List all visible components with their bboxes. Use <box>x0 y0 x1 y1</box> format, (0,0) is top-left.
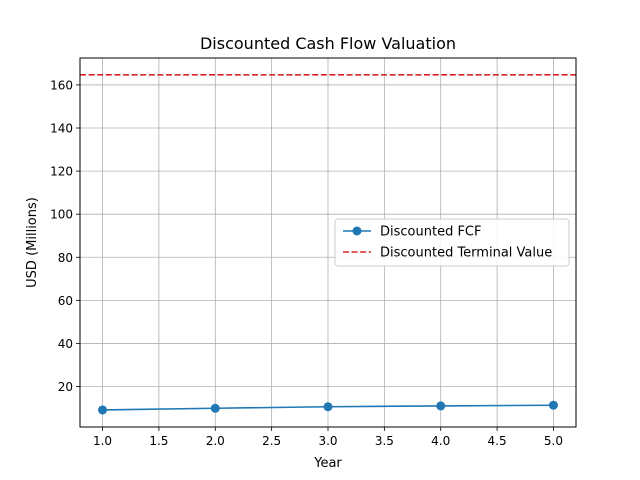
legend: Discounted FCF Discounted Terminal Value <box>334 218 570 267</box>
x-tick-label: 2.5 <box>262 434 281 448</box>
fcf-data-point <box>436 401 446 411</box>
legend-fcf-label: Discounted FCF <box>380 225 482 240</box>
y-tick-label: 40 <box>58 337 73 351</box>
y-tick-label: 160 <box>50 78 73 92</box>
x-tick-label: 3.0 <box>318 434 337 448</box>
y-tick-label: 60 <box>58 294 73 308</box>
y-tick-label: 80 <box>58 251 73 265</box>
y-tick-label: 140 <box>50 122 73 136</box>
x-tick-label: 1.5 <box>149 434 168 448</box>
legend-terminal-label: Discounted Terminal Value <box>380 246 552 261</box>
fcf-data-point <box>548 400 558 410</box>
chart-title: Discounted Cash Flow Valuation <box>200 34 456 53</box>
fcf-data-point <box>210 403 220 413</box>
x-tick-label: 4.0 <box>431 434 450 448</box>
y-tick-label: 20 <box>58 380 73 394</box>
x-axis: 1.0 1.5 2.0 2.5 3.0 3.5 4.0 4.5 5.0 <box>93 427 563 448</box>
fcf-data-point <box>323 402 333 412</box>
x-tick-label: 4.5 <box>488 434 507 448</box>
plot-area <box>80 74 576 415</box>
x-tick-label: 5.0 <box>544 434 563 448</box>
y-tick-label: 100 <box>50 208 73 222</box>
legend-box <box>334 218 570 267</box>
grid <box>80 58 576 427</box>
legend-fcf-marker <box>352 226 362 236</box>
y-axis: 20 40 60 80 100 120 140 160 <box>50 78 80 394</box>
x-tick-label: 3.5 <box>375 434 394 448</box>
x-axis-label: Year <box>313 456 342 471</box>
x-tick-label: 1.0 <box>93 434 112 448</box>
x-tick-label: 2.0 <box>206 434 225 448</box>
fcf-data-point <box>98 405 108 415</box>
y-tick-label: 120 <box>50 165 73 179</box>
y-axis-label: USD (Millions) <box>25 197 40 288</box>
